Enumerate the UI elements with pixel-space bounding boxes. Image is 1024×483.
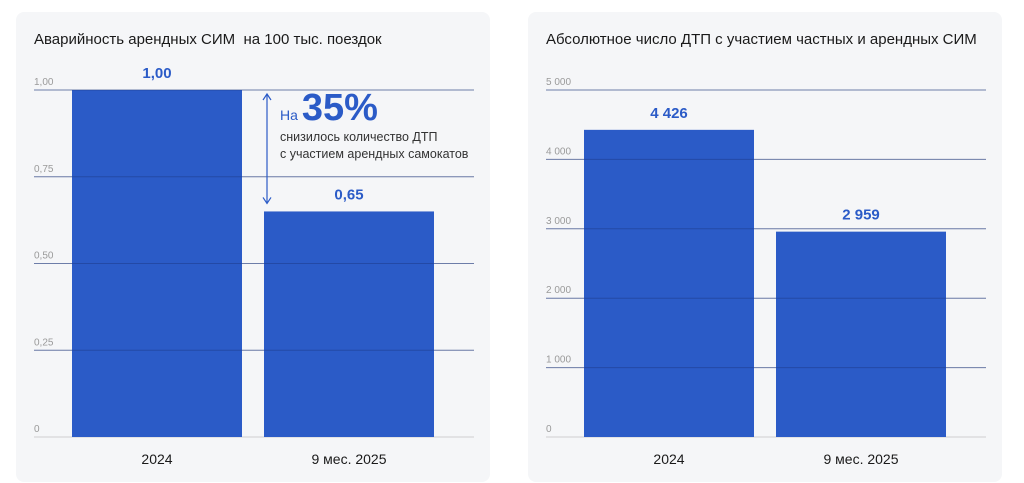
bar <box>584 129 754 437</box>
x-tick-label: 2024 <box>653 451 684 467</box>
x-tick-label: 9 мес. 2025 <box>311 451 386 467</box>
y-tick-label: 3 000 <box>546 216 571 227</box>
y-tick-label: 0,50 <box>34 251 54 262</box>
arrow-head-down <box>262 197 272 205</box>
accident-rate-chart: 0 0,25 0,50 0,75 1,00 1,00 2024 0,65 9 мес. 2025 <box>34 65 474 467</box>
y-tick-label: 0 <box>546 424 552 435</box>
y-tick-label: 4 000 <box>546 146 571 157</box>
y-tick-label: 1 000 <box>546 355 571 366</box>
arrow-head-up <box>262 92 272 101</box>
bar-value-label: 2 959 <box>842 207 880 224</box>
y-tick-label: 0 <box>34 424 40 435</box>
bar-value-label: 4 426 <box>650 105 688 122</box>
chart-title: Абсолютное число ДТП с участием частных … <box>546 31 977 48</box>
absolute-accidents-chart: 0 1 000 2 000 3 000 4 000 5 000 4 426 2024 2 959… <box>546 77 986 467</box>
y-tick-label: 2 000 <box>546 285 571 296</box>
bar-value-label: 1,00 <box>142 65 171 82</box>
bar-value-label: 0,65 <box>334 186 363 203</box>
chart-panel-absolute-accidents: Абсолютное число ДТП с участием частных … <box>528 12 1002 482</box>
annotation-percent: 35% <box>301 87 378 129</box>
chart-title: Аварийность арендных СИМ на 100 тыс. пое… <box>34 31 382 48</box>
x-tick-label: 2024 <box>141 451 172 467</box>
bar <box>776 231 946 437</box>
y-tick-label: 0,75 <box>34 164 54 175</box>
bar <box>264 211 434 437</box>
y-tick-label: 5 000 <box>546 77 571 88</box>
reduction-annotation: На 35% снизилось количество ДТП с участи… <box>280 87 490 163</box>
y-tick-label: 0,25 <box>34 337 54 348</box>
annotation-text-line1: снизилось количество ДТП <box>280 130 438 144</box>
y-tick-label: 1,00 <box>34 77 54 88</box>
annotation-text-line2: с участием арендных самокатов <box>280 147 469 161</box>
x-tick-label: 9 мес. 2025 <box>823 451 898 467</box>
annotation-prefix: На <box>280 107 298 123</box>
chart-panel-accident-rate: Аварийность арендных СИМ на 100 тыс. пое… <box>16 12 490 482</box>
